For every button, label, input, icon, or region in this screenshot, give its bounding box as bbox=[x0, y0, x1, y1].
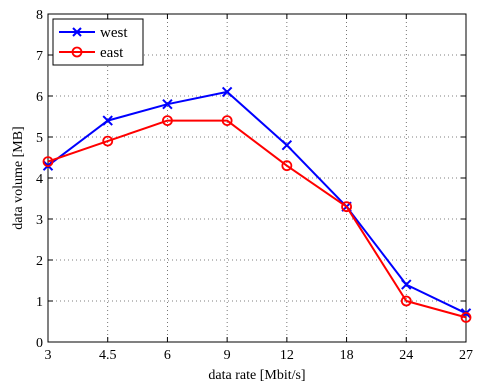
data-point-west bbox=[162, 98, 173, 110]
legend-marker-west bbox=[72, 27, 82, 37]
y-tick-label: 3 bbox=[36, 213, 43, 228]
data-point-west bbox=[281, 139, 293, 151]
data-point-east bbox=[102, 135, 114, 147]
data-point-west bbox=[102, 115, 113, 126]
data-point-east bbox=[281, 160, 293, 172]
legend-box bbox=[52, 18, 144, 66]
x-tick-label: 9 bbox=[224, 348, 231, 363]
y-tick-label: 1 bbox=[36, 295, 43, 310]
legend: west east bbox=[52, 18, 144, 66]
data-point-west bbox=[401, 279, 412, 290]
x-tick-label: 6 bbox=[164, 348, 171, 363]
grid-lines bbox=[48, 14, 466, 342]
x-tick-label: 4.5 bbox=[99, 348, 117, 363]
x-tick-label: 27 bbox=[459, 348, 473, 363]
legend-label-west: west bbox=[100, 25, 128, 41]
x-tick-label: 12 bbox=[280, 348, 294, 363]
data-point-east bbox=[460, 311, 472, 323]
data-point-east bbox=[162, 115, 173, 126]
y-tick-label: 6 bbox=[36, 90, 43, 105]
y-tick-label: 2 bbox=[36, 254, 43, 269]
series-line-west bbox=[47, 90, 467, 315]
legend-label-east: east bbox=[100, 45, 124, 61]
x-axis-title: data rate [Mbit/s] bbox=[208, 368, 305, 383]
series-line-east bbox=[47, 119, 467, 319]
y-axis-title: data volume [MB] bbox=[11, 126, 26, 229]
x-tick-label: 18 bbox=[340, 348, 354, 363]
data-point-east bbox=[341, 201, 352, 213]
x-tick-label: 3 bbox=[45, 348, 52, 363]
data-point-east bbox=[42, 156, 54, 168]
y-tick-label: 8 bbox=[36, 8, 43, 23]
data-point-west bbox=[221, 86, 233, 98]
legend-marker-east bbox=[71, 46, 83, 58]
x-tick-label: 24 bbox=[399, 348, 413, 363]
y-tick-label: 4 bbox=[36, 172, 43, 187]
data-point-east bbox=[221, 115, 233, 126]
data-point-east bbox=[400, 295, 412, 307]
series-west bbox=[42, 86, 472, 319]
series-east bbox=[42, 115, 472, 323]
y-tick-label: 0 bbox=[36, 336, 43, 351]
y-tick-label: 5 bbox=[36, 131, 43, 146]
data-series bbox=[42, 86, 472, 323]
y-tick-label: 7 bbox=[36, 49, 43, 64]
